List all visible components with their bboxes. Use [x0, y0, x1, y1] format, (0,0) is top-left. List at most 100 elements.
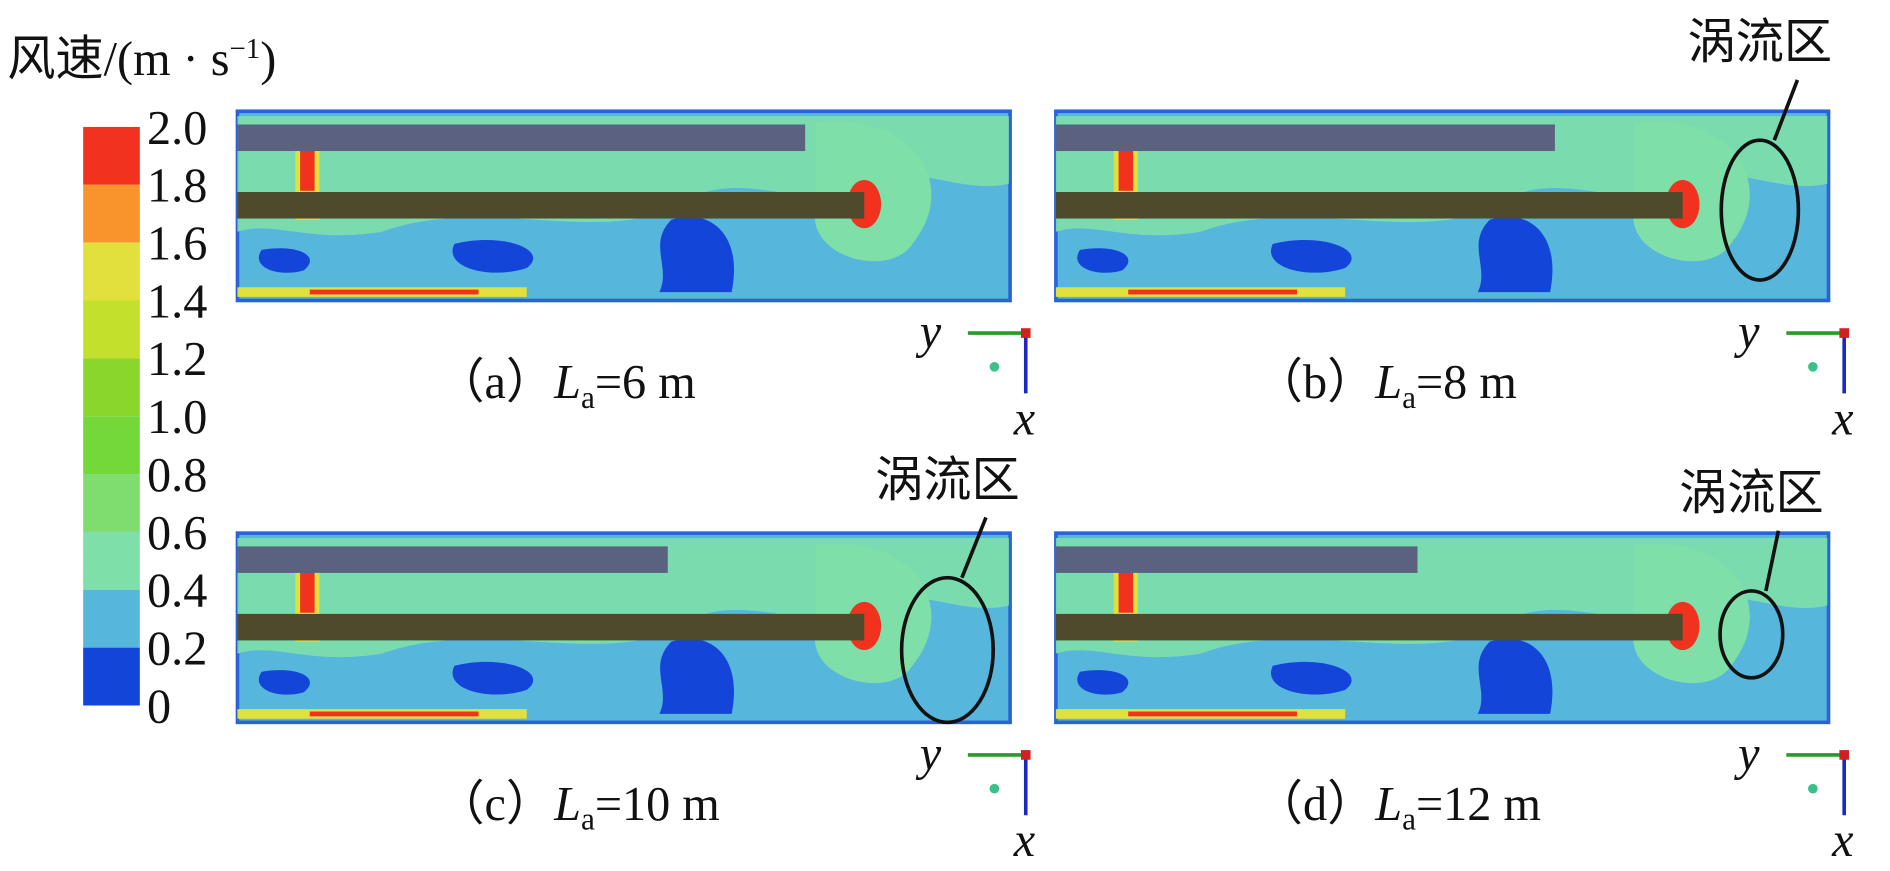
- panel-caption: （a）La=6 m: [436, 356, 695, 415]
- caption-label: （c）: [436, 778, 554, 831]
- jet-core: [1128, 711, 1297, 717]
- title-close: ): [260, 33, 276, 86]
- axis-z: [989, 783, 1000, 794]
- annotation-leader: [1772, 79, 1800, 141]
- colorbar-band: [83, 242, 140, 301]
- colorbar-band: [83, 416, 140, 475]
- jet-core: [309, 711, 479, 717]
- caption-subscript: a: [581, 380, 595, 415]
- contour-panel: [1054, 531, 1831, 725]
- caption-variable: L: [553, 356, 581, 409]
- colorbar-band: [83, 126, 140, 185]
- colorbar-band: [83, 358, 140, 417]
- field-low-region: [1077, 670, 1129, 695]
- colorbar-tick-label: 1.2: [147, 333, 207, 386]
- duct: [1055, 546, 1418, 573]
- caption-label: （a）: [436, 356, 554, 409]
- caption-value: =10 m: [595, 778, 720, 831]
- axis-y-label: y: [915, 727, 942, 780]
- roadheader-boom: [1055, 192, 1683, 219]
- axis-origin: [1839, 328, 1850, 338]
- colorbar-tick-label: 1.4: [147, 275, 207, 328]
- caption-value: =8 m: [1416, 356, 1517, 409]
- duct: [237, 546, 668, 573]
- axis-x-label: x: [1013, 392, 1036, 445]
- colorbar-title: 风速/(m · s−1): [7, 33, 276, 86]
- annotation: 涡流区: [875, 454, 1020, 507]
- jet-core: [1128, 289, 1297, 295]
- field-low-region: [659, 216, 735, 293]
- caption-variable: L: [553, 778, 581, 831]
- axis-z: [1808, 783, 1818, 794]
- field-low-region: [258, 248, 310, 273]
- axis-origin: [1839, 750, 1850, 760]
- roadheader-boom: [237, 192, 865, 219]
- colorbar-band: [83, 531, 140, 590]
- jet-core: [309, 289, 479, 295]
- caption-subscript: a: [1402, 380, 1416, 415]
- contour-panel: [1054, 109, 1831, 303]
- caption-value: =6 m: [595, 356, 696, 409]
- axis-origin: [1020, 328, 1031, 338]
- axis-y-label: y: [915, 306, 942, 359]
- colorbar-band: [83, 589, 140, 648]
- annotation: 涡流区: [1679, 467, 1824, 520]
- panel-caption: （c）La=10 m: [436, 778, 719, 837]
- title-text: 风速/(m · s: [7, 33, 229, 86]
- caption-variable: L: [1374, 356, 1402, 409]
- axis-x-label: x: [1013, 814, 1036, 867]
- colorbar-tick-label: 0: [147, 680, 171, 733]
- axis-z: [1808, 361, 1818, 372]
- field-low-region: [1270, 661, 1352, 695]
- caption-subscript: a: [581, 802, 595, 837]
- roadheader-boom: [1055, 613, 1683, 641]
- fan-core: [1118, 559, 1134, 613]
- field-low-region: [452, 661, 534, 695]
- vortex-marker: [1718, 589, 1785, 680]
- roadheader-boom: [237, 613, 865, 641]
- vortex-marker: [1719, 138, 1801, 282]
- annotation-leader: [1764, 530, 1781, 592]
- axis-y-label: y: [1733, 727, 1760, 780]
- colorbar-tick-label: 2.0: [147, 102, 207, 155]
- duct: [1055, 124, 1555, 152]
- caption-label: （d）: [1255, 778, 1376, 831]
- axis-y-label: y: [1733, 306, 1760, 359]
- caption-value: =12 m: [1416, 778, 1541, 831]
- vortex-marker: [899, 575, 996, 725]
- colorbar-tick-label: 0.2: [147, 623, 207, 676]
- colorbar-tick-label: 0.4: [147, 565, 207, 618]
- field-low-region: [1270, 239, 1352, 273]
- axis-origin: [1020, 750, 1031, 760]
- axis-x-label: x: [1831, 392, 1854, 445]
- annotation-leader: [960, 516, 988, 579]
- axis-z: [989, 361, 1000, 372]
- colorbar-band: [83, 184, 140, 243]
- colorbar-tick-label: 0.6: [147, 507, 207, 560]
- field-low-region: [1077, 248, 1129, 273]
- contour-panel: [235, 531, 1012, 725]
- fan-core: [300, 559, 315, 613]
- field-low-region: [1477, 638, 1553, 714]
- caption-subscript: a: [1402, 802, 1416, 837]
- field-low-region: [452, 239, 534, 273]
- contour-panel: [235, 109, 1012, 303]
- colorbar-band: [83, 300, 140, 359]
- caption-label: （b）: [1255, 356, 1376, 409]
- caption-variable: L: [1374, 778, 1402, 831]
- panel-caption: （d）La=12 m: [1255, 778, 1541, 837]
- field-low-region: [1477, 216, 1553, 293]
- field-low-region: [258, 670, 310, 695]
- colorbar-band: [83, 647, 140, 706]
- colorbar-tick-label: 1.8: [147, 160, 207, 213]
- field-low-region: [659, 638, 735, 714]
- colorbar-tick-label: 1.6: [147, 218, 207, 271]
- colorbar-tick-label: 1.0: [147, 391, 207, 444]
- title-superscript: −1: [229, 33, 260, 65]
- colorbar-tick-label: 0.8: [147, 449, 207, 502]
- annotation: 涡流区: [1688, 16, 1833, 69]
- duct: [237, 124, 806, 152]
- axis-x-label: x: [1831, 814, 1854, 867]
- colorbar-band: [83, 474, 140, 532]
